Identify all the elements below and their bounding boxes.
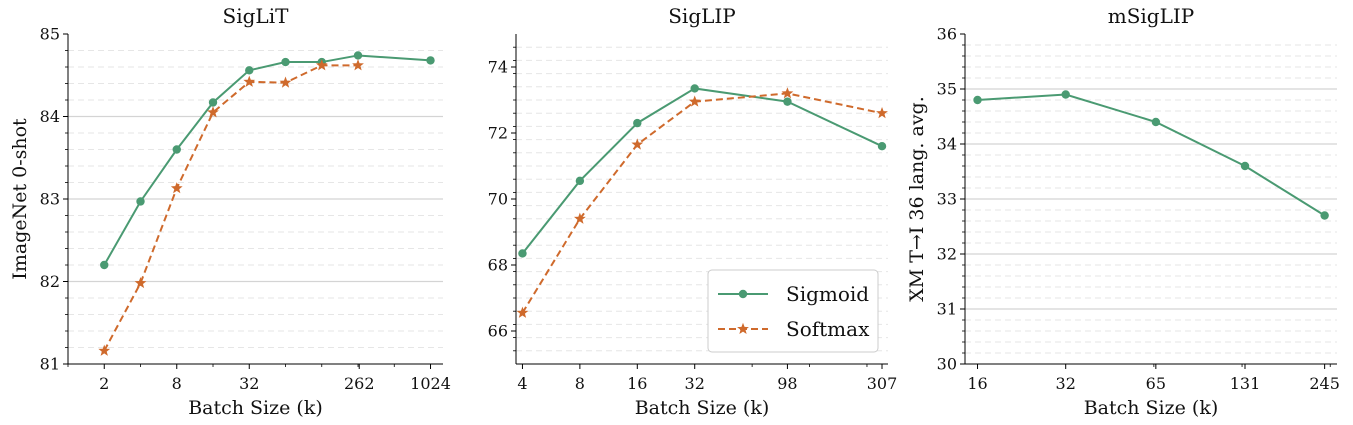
x-axis-label: Batch Size (k) [1084, 397, 1219, 419]
legend-box [707, 269, 879, 353]
data-point [876, 107, 888, 119]
x-tick-label: 262 [344, 374, 375, 393]
panel-2: 66 68 70 72 74 4 8 16 32 98 307 SigLIP Batch Size (k… [488, 4, 898, 419]
y-tick-label: 35 [937, 80, 957, 99]
x-axis-label: Batch Size (k) [188, 397, 323, 419]
series-line [521, 87, 883, 255]
data-point [100, 260, 109, 270]
series-line [521, 92, 883, 314]
series-sigmoid [518, 84, 887, 258]
data-point [426, 56, 435, 65]
x-tick-label: 8 [172, 374, 182, 393]
data-point [1320, 211, 1329, 220]
x-tick-label: 8 [575, 374, 585, 393]
data-point [353, 51, 363, 60]
data-point [136, 197, 145, 206]
x-tick-label: 16 [967, 374, 987, 393]
data-point [172, 145, 181, 154]
x-axis-label: Batch Size (k) [635, 397, 770, 419]
data-point [631, 138, 644, 150]
y-tick-label: 81 [40, 355, 60, 374]
data-point [688, 95, 701, 107]
x-tick-label: 32 [685, 374, 705, 393]
x-tick-label: 32 [239, 374, 259, 393]
data-point [170, 182, 183, 194]
y-axis-label: XM T→I 36 lang. avg. [906, 96, 928, 302]
series-softmax [98, 59, 364, 356]
data-point [281, 57, 290, 67]
grid [965, 44, 1337, 354]
y-tick-label: 85 [40, 25, 60, 44]
data-point [877, 142, 887, 151]
y-tick-label: 72 [488, 124, 508, 143]
x-tick-label: 32 [1056, 374, 1076, 393]
data-point [633, 118, 642, 128]
data-point [208, 98, 218, 107]
y-tick-label: 82 [40, 272, 60, 291]
x-tick-label: 98 [777, 374, 797, 393]
data-point [207, 106, 219, 118]
data-point [781, 87, 794, 99]
y-tick-label: 33 [937, 190, 957, 209]
x-tick-label: 65 [1146, 374, 1166, 393]
data-point [243, 75, 256, 87]
chart-title: SigLIP [668, 4, 736, 28]
data-point [1061, 90, 1070, 99]
y-axis-label: ImageNet 0-shot [9, 118, 31, 280]
legend-marker [738, 289, 748, 299]
data-point [518, 249, 527, 258]
series-sigmoid [973, 90, 1329, 220]
x-tick-label: 1024 [410, 374, 451, 393]
data-point [315, 59, 328, 71]
legend: Sigmoid Softmax [707, 269, 879, 353]
y-tick-label: 84 [40, 107, 60, 126]
data-point [98, 344, 111, 356]
chart-title: SigLiT [223, 4, 290, 28]
data-point [516, 306, 529, 318]
y-tick-label: 32 [937, 245, 957, 264]
grid [68, 50, 443, 348]
y-tick-label: 70 [488, 190, 508, 209]
y-tick-label: 66 [488, 322, 508, 341]
x-tick-label: 16 [627, 374, 647, 393]
x-tick-label: 307 [867, 374, 898, 393]
data-point [134, 276, 147, 289]
series-softmax [516, 87, 888, 318]
data-point [690, 84, 699, 93]
panel-3: 30 31 32 33 34 35 36 16 32 65 131 245 mSigLIP Batch S… [906, 4, 1340, 419]
legend-label: Sigmoid [786, 282, 869, 306]
x-tick-label: 131 [1230, 374, 1261, 393]
data-point [973, 95, 982, 105]
data-point [575, 176, 585, 186]
series-line [103, 64, 359, 352]
data-point [352, 59, 364, 71]
data-point [1240, 161, 1250, 171]
y-tick-label: 30 [937, 355, 957, 374]
panel-1: 81 82 83 84 85 2 8 32 262 1024 SigLiT Batch Size (k… [9, 4, 451, 419]
data-point [1151, 117, 1161, 127]
data-point [279, 76, 292, 88]
x-tick-label: 2 [99, 374, 109, 393]
chart-title: mSigLIP [1108, 4, 1195, 28]
y-tick-label: 34 [937, 135, 957, 154]
x-tick-label: 4 [517, 374, 527, 393]
y-tick-label: 68 [488, 256, 508, 275]
y-tick-label: 36 [937, 25, 957, 44]
data-point [245, 66, 254, 75]
y-tick-label: 31 [937, 300, 957, 319]
y-tick-label: 74 [488, 58, 508, 77]
data-point [783, 97, 792, 106]
legend-marker [737, 322, 749, 335]
y-tick-label: 83 [40, 190, 60, 209]
legend-label: Softmax [786, 317, 870, 341]
data-point [573, 212, 586, 224]
series-line [103, 54, 431, 266]
x-tick-label: 245 [1309, 374, 1340, 393]
